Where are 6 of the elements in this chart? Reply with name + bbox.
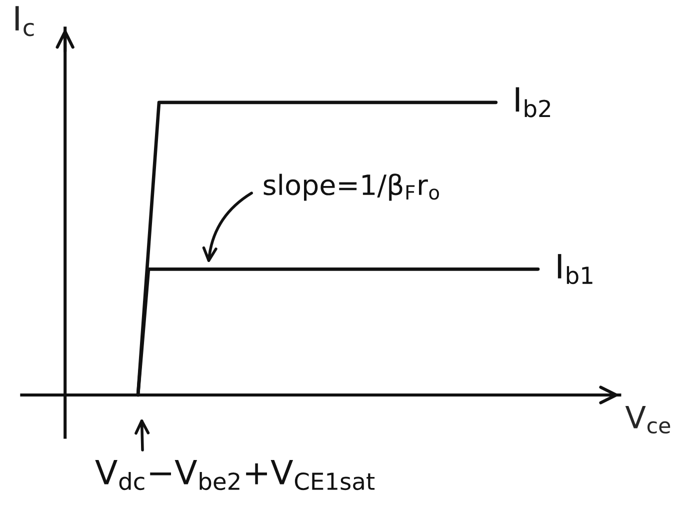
annotation: slope=1/β$_{F}$r$_{o}$ bbox=[264, 174, 439, 201]
y-axis-title: I$_{c}$ bbox=[15, 6, 34, 36]
series-label: I$_{b2}$ bbox=[516, 87, 550, 118]
series-label: I$_{b1}$ bbox=[558, 254, 592, 284]
text: V$_{dc}$−V$_{be2}$+V$_{CE1sat}$ bbox=[95, 460, 375, 490]
x-axis-title: V$_{ce}$ bbox=[625, 406, 670, 434]
